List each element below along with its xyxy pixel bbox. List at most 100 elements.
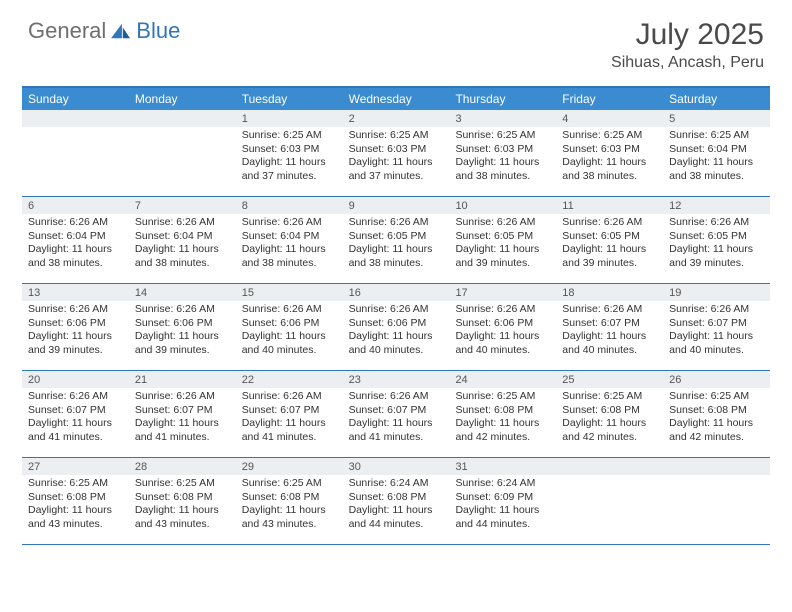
daylight-line-2: and 37 minutes. <box>349 170 444 184</box>
sunrise-line: Sunrise: 6:25 AM <box>669 129 764 143</box>
day-body: Sunrise: 6:25 AMSunset: 6:03 PMDaylight:… <box>449 127 556 188</box>
sunset-line: Sunset: 6:08 PM <box>669 404 764 418</box>
day-cell: 8Sunrise: 6:26 AMSunset: 6:04 PMDaylight… <box>236 197 343 283</box>
day-body: Sunrise: 6:26 AMSunset: 6:06 PMDaylight:… <box>449 301 556 362</box>
day-number: 15 <box>236 284 343 301</box>
daylight-line-2: and 38 minutes. <box>562 170 657 184</box>
daylight-line-1: Daylight: 11 hours <box>349 330 444 344</box>
sunset-line: Sunset: 6:08 PM <box>349 491 444 505</box>
sunset-line: Sunset: 6:05 PM <box>455 230 550 244</box>
day-number: 27 <box>22 458 129 475</box>
day-cell: 6Sunrise: 6:26 AMSunset: 6:04 PMDaylight… <box>22 197 129 283</box>
daylight-line-2: and 37 minutes. <box>242 170 337 184</box>
daylight-line-1: Daylight: 11 hours <box>669 156 764 170</box>
daylight-line-1: Daylight: 11 hours <box>242 504 337 518</box>
day-cell: 9Sunrise: 6:26 AMSunset: 6:05 PMDaylight… <box>343 197 450 283</box>
day-number: 14 <box>129 284 236 301</box>
weekday-header: Sunday <box>22 88 129 110</box>
week-row: 27Sunrise: 6:25 AMSunset: 6:08 PMDayligh… <box>22 458 770 545</box>
daylight-line-1: Daylight: 11 hours <box>28 417 123 431</box>
daylight-line-2: and 39 minutes. <box>455 257 550 271</box>
sunset-line: Sunset: 6:06 PM <box>135 317 230 331</box>
week-row: 13Sunrise: 6:26 AMSunset: 6:06 PMDayligh… <box>22 284 770 371</box>
day-number: 26 <box>663 371 770 388</box>
sunrise-line: Sunrise: 6:26 AM <box>455 303 550 317</box>
sunrise-line: Sunrise: 6:26 AM <box>349 390 444 404</box>
daylight-line-2: and 38 minutes. <box>135 257 230 271</box>
sunrise-line: Sunrise: 6:26 AM <box>242 390 337 404</box>
sunset-line: Sunset: 6:08 PM <box>28 491 123 505</box>
daylight-line-1: Daylight: 11 hours <box>562 330 657 344</box>
sunset-line: Sunset: 6:03 PM <box>242 143 337 157</box>
day-body: Sunrise: 6:25 AMSunset: 6:03 PMDaylight:… <box>343 127 450 188</box>
day-body: Sunrise: 6:26 AMSunset: 6:07 PMDaylight:… <box>22 388 129 449</box>
sunset-line: Sunset: 6:03 PM <box>349 143 444 157</box>
sunset-line: Sunset: 6:08 PM <box>242 491 337 505</box>
sunset-line: Sunset: 6:06 PM <box>349 317 444 331</box>
month-title: July 2025 <box>611 18 764 52</box>
day-cell: 19Sunrise: 6:26 AMSunset: 6:07 PMDayligh… <box>663 284 770 370</box>
day-cell: 5Sunrise: 6:25 AMSunset: 6:04 PMDaylight… <box>663 110 770 196</box>
day-cell: 4Sunrise: 6:25 AMSunset: 6:03 PMDaylight… <box>556 110 663 196</box>
day-number <box>556 458 663 475</box>
week-row: 1Sunrise: 6:25 AMSunset: 6:03 PMDaylight… <box>22 110 770 197</box>
sunrise-line: Sunrise: 6:25 AM <box>455 129 550 143</box>
day-body: Sunrise: 6:24 AMSunset: 6:09 PMDaylight:… <box>449 475 556 536</box>
day-cell: 12Sunrise: 6:26 AMSunset: 6:05 PMDayligh… <box>663 197 770 283</box>
daylight-line-2: and 43 minutes. <box>242 518 337 532</box>
daylight-line-1: Daylight: 11 hours <box>669 417 764 431</box>
day-body: Sunrise: 6:25 AMSunset: 6:08 PMDaylight:… <box>129 475 236 536</box>
day-body: Sunrise: 6:25 AMSunset: 6:03 PMDaylight:… <box>556 127 663 188</box>
day-body: Sunrise: 6:25 AMSunset: 6:03 PMDaylight:… <box>236 127 343 188</box>
empty-cell <box>556 458 663 544</box>
daylight-line-1: Daylight: 11 hours <box>135 330 230 344</box>
sunset-line: Sunset: 6:07 PM <box>135 404 230 418</box>
calendar: SundayMondayTuesdayWednesdayThursdayFrid… <box>22 86 770 545</box>
day-cell: 1Sunrise: 6:25 AMSunset: 6:03 PMDaylight… <box>236 110 343 196</box>
day-body: Sunrise: 6:26 AMSunset: 6:05 PMDaylight:… <box>449 214 556 275</box>
sunset-line: Sunset: 6:04 PM <box>135 230 230 244</box>
sunrise-line: Sunrise: 6:25 AM <box>28 477 123 491</box>
day-number: 20 <box>22 371 129 388</box>
day-cell: 16 Sunrise: 6:26 AMSunset: 6:06 PMDayligh… <box>343 284 450 370</box>
day-cell: 29Sunrise: 6:25 AMSunset: 6:08 PMDayligh… <box>236 458 343 544</box>
day-body: Sunrise: 6:25 AMSunset: 6:08 PMDaylight:… <box>556 388 663 449</box>
brand-word-1: General <box>28 18 106 44</box>
sunrise-line: Sunrise: 6:25 AM <box>349 129 444 143</box>
sunrise-line: Sunrise: 6:26 AM <box>135 303 230 317</box>
sunrise-line: Sunrise: 6:26 AM <box>242 303 337 317</box>
sunset-line: Sunset: 6:07 PM <box>28 404 123 418</box>
sunset-line: Sunset: 6:08 PM <box>135 491 230 505</box>
daylight-line-2: and 41 minutes. <box>28 431 123 445</box>
sunrise-line: Sunrise: 6:25 AM <box>135 477 230 491</box>
day-body: Sunrise: 6:26 AMSunset: 6:07 PMDaylight:… <box>343 388 450 449</box>
day-cell: 7Sunrise: 6:26 AMSunset: 6:04 PMDaylight… <box>129 197 236 283</box>
daylight-line-1: Daylight: 11 hours <box>349 417 444 431</box>
day-cell: 18Sunrise: 6:26 AMSunset: 6:07 PMDayligh… <box>556 284 663 370</box>
daylight-line-2: and 42 minutes. <box>669 431 764 445</box>
day-number: 10 <box>449 197 556 214</box>
day-number: 1 <box>236 110 343 127</box>
day-number: 23 <box>343 371 450 388</box>
day-number: 16 <box>343 284 450 301</box>
sunrise-line: Sunrise: 6:26 AM <box>349 303 444 317</box>
sunrise-line: Sunrise: 6:25 AM <box>242 129 337 143</box>
daylight-line-1: Daylight: 11 hours <box>455 243 550 257</box>
daylight-line-2: and 38 minutes. <box>455 170 550 184</box>
day-body: Sunrise: 6:26 AMSunset: 6:07 PMDaylight:… <box>236 388 343 449</box>
sunrise-line: Sunrise: 6:26 AM <box>562 216 657 230</box>
day-number <box>129 110 236 127</box>
sunset-line: Sunset: 6:03 PM <box>562 143 657 157</box>
weekday-header: Tuesday <box>236 88 343 110</box>
daylight-line-2: and 39 minutes. <box>669 257 764 271</box>
location-subtitle: Sihuas, Ancash, Peru <box>611 54 764 72</box>
day-cell: 2Sunrise: 6:25 AMSunset: 6:03 PMDaylight… <box>343 110 450 196</box>
week-row: 20Sunrise: 6:26 AMSunset: 6:07 PMDayligh… <box>22 371 770 458</box>
sunrise-line: Sunrise: 6:26 AM <box>349 216 444 230</box>
day-cell: 23Sunrise: 6:26 AMSunset: 6:07 PMDayligh… <box>343 371 450 457</box>
day-number: 8 <box>236 197 343 214</box>
day-number: 21 <box>129 371 236 388</box>
day-cell: 30Sunrise: 6:24 AMSunset: 6:08 PMDayligh… <box>343 458 450 544</box>
sunset-line: Sunset: 6:07 PM <box>562 317 657 331</box>
daylight-line-2: and 38 minutes. <box>349 257 444 271</box>
